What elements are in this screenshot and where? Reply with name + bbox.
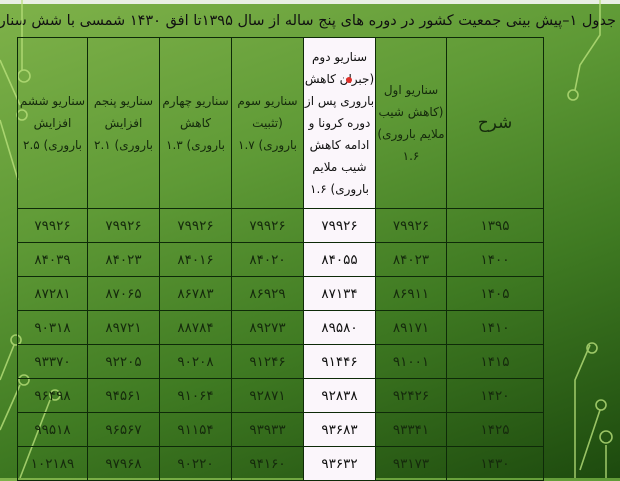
value-cell: ۸۷۲۸۱ (17, 276, 88, 311)
table-row: ۱۴۲۰ ۹۲۴۲۶ ۹۲۸۳۸ ۹۲۸۷۱ ۹۱۰۶۴ ۹۴۵۶۱ ۹۶۴۹۸ (17, 378, 544, 413)
table-row: ۱۴۱۰ ۸۹۱۷۱ ۸۹۵۸۰ ۸۹۲۷۳ ۸۸۷۸۴ ۸۹۷۲۱ ۹۰۳۱۸ (17, 310, 544, 345)
red-dot-marker (346, 77, 352, 83)
column-header: شرح (446, 37, 544, 209)
year-cell: ۱۳۹۵ (446, 208, 544, 243)
value-cell: ۹۷۹۶۸ (87, 446, 160, 481)
value-cell: ۸۶۹۱۱ (375, 276, 447, 311)
value-cell: ۷۹۹۲۶ (87, 208, 160, 243)
year-cell: ۱۴۲۰ (446, 378, 544, 413)
value-cell: ۹۳۶۳۲ (303, 446, 376, 481)
value-cell: ۸۶۹۲۹ (231, 276, 304, 311)
value-cell: ۸۷۰۶۵ (87, 276, 160, 311)
value-cell: ۹۱۰۰۱ (375, 344, 447, 379)
value-cell: ۹۲۸۳۸ (303, 378, 376, 413)
value-cell: ۹۰۲۰۸ (159, 344, 232, 379)
table-row: ۱۴۳۰ ۹۳۱۷۳ ۹۳۶۳۲ ۹۴۱۶۰ ۹۰۲۲۰ ۹۷۹۶۸ ۱۰۲۱۸۹ (17, 446, 544, 481)
year-cell: ۱۴۳۰ (446, 446, 544, 481)
value-cell: ۸۴۰۳۹ (17, 242, 88, 277)
value-cell: ۹۴۱۶۰ (231, 446, 304, 481)
value-cell: ۹۱۲۴۶ (231, 344, 304, 379)
value-cell: ۸۹۱۷۱ (375, 310, 447, 345)
value-cell: ۷۹۹۲۶ (375, 208, 447, 243)
value-cell: ۷۹۹۲۶ (159, 208, 232, 243)
value-cell: ۸۷۱۳۴ (303, 276, 376, 311)
value-cell: ۹۱۱۵۴ (159, 412, 232, 447)
value-cell: ۸۶۷۸۳ (159, 276, 232, 311)
year-cell: ۱۴۱۵ (446, 344, 544, 379)
year-cell: ۱۴۲۵ (446, 412, 544, 447)
column-header: سناریو دوم (جبران کاهش باروری پس از دوره… (303, 37, 376, 209)
header-row: شرح سناریو اول (کاهش شیب ملایم باروری) ۱.… (17, 37, 544, 209)
column-header: سناریو ششم افزایش باروری) ۲.۵ (17, 37, 88, 209)
value-cell: ۹۲۸۷۱ (231, 378, 304, 413)
value-cell: ۸۴۰۵۵ (303, 242, 376, 277)
value-cell: ۹۳۶۸۳ (303, 412, 376, 447)
value-cell: ۹۰۲۲۰ (159, 446, 232, 481)
value-cell: ۸۹۷۲۱ (87, 310, 160, 345)
value-cell: ۸۹۲۷۳ (231, 310, 304, 345)
value-cell: ۹۱۴۴۶ (303, 344, 376, 379)
value-cell: ۹۳۳۷۰ (17, 344, 88, 379)
population-table: شرح سناریو اول (کاهش شیب ملایم باروری) ۱.… (17, 37, 544, 481)
top-border (0, 0, 620, 4)
value-cell: ۹۲۴۲۶ (375, 378, 447, 413)
table-row: ۱۴۰۰ ۸۴۰۲۳ ۸۴۰۵۵ ۸۴۰۲۰ ۸۴۰۱۶ ۸۴۰۲۳ ۸۴۰۳۹ (17, 242, 544, 277)
table-row: ۱۳۹۵ ۷۹۹۲۶ ۷۹۹۲۶ ۷۹۹۲۶ ۷۹۹۲۶ ۷۹۹۲۶ ۷۹۹۲۶ (17, 208, 544, 243)
value-cell: ۱۰۲۱۸۹ (17, 446, 88, 481)
column-header: سناریو پنجم افزایش باروری) ۲.۱ (87, 37, 160, 209)
value-cell: ۸۴۰۲۳ (87, 242, 160, 277)
value-cell: ۹۰۳۱۸ (17, 310, 88, 345)
value-cell: ۹۶۵۶۷ (87, 412, 160, 447)
table-row: ۱۴۱۵ ۹۱۰۰۱ ۹۱۴۴۶ ۹۱۲۴۶ ۹۰۲۰۸ ۹۲۲۰۵ ۹۳۳۷۰ (17, 344, 544, 379)
value-cell: ۷۹۹۲۶ (17, 208, 88, 243)
value-cell: ۸۴۰۱۶ (159, 242, 232, 277)
value-cell: ۹۹۵۱۸ (17, 412, 88, 447)
value-cell: ۹۱۰۶۴ (159, 378, 232, 413)
year-cell: ۱۴۰۵ (446, 276, 544, 311)
table-title: جدول ۱–پیش بینی جمعیت کشور در دوره های پ… (0, 13, 616, 29)
column-header: سناریو سوم (تثبیت باروری) ۱.۷ (231, 37, 304, 209)
year-cell: ۱۴۰۰ (446, 242, 544, 277)
value-cell: ۷۹۹۲۶ (231, 208, 304, 243)
value-cell: ۹۶۴۹۸ (17, 378, 88, 413)
value-cell: ۹۴۵۶۱ (87, 378, 160, 413)
column-header: سناریو چهارم کاهش باروری) ۱.۳ (159, 37, 232, 209)
value-cell: ۹۲۲۰۵ (87, 344, 160, 379)
value-cell: ۹۳۹۳۳ (231, 412, 304, 447)
year-cell: ۱۴۱۰ (446, 310, 544, 345)
column-header: سناریو اول (کاهش شیب ملایم باروری) ۱.۶ (375, 37, 447, 209)
value-cell: ۸۴۰۲۳ (375, 242, 447, 277)
table-row: ۱۴۰۵ ۸۶۹۱۱ ۸۷۱۳۴ ۸۶۹۲۹ ۸۶۷۸۳ ۸۷۰۶۵ ۸۷۲۸۱ (17, 276, 544, 311)
value-cell: ۹۳۳۴۱ (375, 412, 447, 447)
value-cell: ۸۴۰۲۰ (231, 242, 304, 277)
table-row: ۱۴۲۵ ۹۳۳۴۱ ۹۳۶۸۳ ۹۳۹۳۳ ۹۱۱۵۴ ۹۶۵۶۷ ۹۹۵۱۸ (17, 412, 544, 447)
value-cell: ۷۹۹۲۶ (303, 208, 376, 243)
value-cell: ۸۹۵۸۰ (303, 310, 376, 345)
value-cell: ۹۳۱۷۳ (375, 446, 447, 481)
value-cell: ۸۸۷۸۴ (159, 310, 232, 345)
